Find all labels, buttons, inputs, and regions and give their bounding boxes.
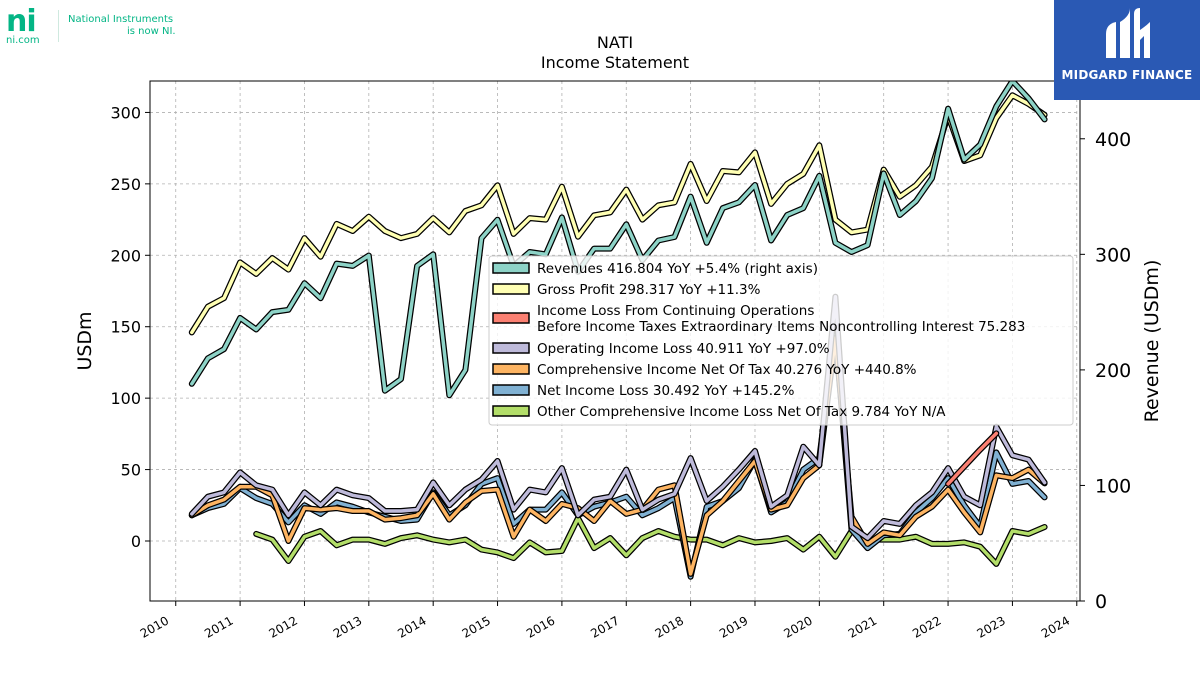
x-tick-label: 2018 xyxy=(653,613,686,640)
x-tick-label: 2021 xyxy=(846,613,879,640)
legend: Revenues 416.804 YoY +5.4% (right axis) G… xyxy=(488,255,1074,426)
y-tick-label: 300 xyxy=(110,103,141,122)
series-3 xyxy=(188,293,1048,542)
series-2 xyxy=(945,430,1000,487)
midgard-emblem-icon xyxy=(1106,8,1150,58)
series-line xyxy=(946,431,999,486)
chart-title: NATI xyxy=(596,33,634,52)
y2-tick-label: 100 xyxy=(1095,475,1131,497)
legend-label: Operating Income Loss 40.911 YoY +97.0% xyxy=(537,341,830,357)
y2-tick-label: 200 xyxy=(1095,360,1131,382)
y-axis-label: USDm xyxy=(74,311,96,370)
x-tick-label: 2015 xyxy=(460,613,493,640)
legend-swatch xyxy=(492,363,530,375)
series-1 xyxy=(188,92,1048,336)
x-tick-label: 2024 xyxy=(1039,613,1072,640)
ni-logo-note-line2: is now NI. xyxy=(127,26,176,37)
y-tick-label: 0 xyxy=(131,532,141,551)
legend-swatch xyxy=(492,262,530,274)
series-line xyxy=(190,294,1047,540)
x-tick-label: 2012 xyxy=(267,613,300,640)
legend-swatch xyxy=(492,384,530,396)
series-line xyxy=(190,93,1047,335)
x-tick-label: 2013 xyxy=(331,613,364,640)
x-tick-label: 2014 xyxy=(395,613,428,640)
series-0 xyxy=(188,81,1048,399)
y2-tick-label: 400 xyxy=(1095,129,1131,151)
y-tick-label: 250 xyxy=(110,175,141,194)
x-tick-label: 2020 xyxy=(781,613,814,640)
series-6 xyxy=(253,515,1048,567)
legend-label: Other Comprehensive Income Loss Net Of T… xyxy=(537,404,946,420)
legend-swatch xyxy=(492,405,530,417)
ni-logo-mark: ni xyxy=(6,4,37,39)
x-tick-label: 2017 xyxy=(588,613,621,640)
chart-subtitle: Income Statement xyxy=(540,53,690,72)
legend-label: Gross Profit 298.317 YoY +11.3% xyxy=(537,282,761,298)
x-tick-label: 2016 xyxy=(524,613,557,640)
x-tick-label: 2010 xyxy=(138,613,171,640)
y2-axis-label: Revenue (USDm) xyxy=(1141,260,1163,423)
legend-label: Income Loss From Continuing Operations xyxy=(537,303,814,319)
y2-tick-label: 300 xyxy=(1095,244,1131,266)
ni-logo-domain: ni.com xyxy=(6,35,40,46)
series-4 xyxy=(188,335,1048,577)
x-tick-label: 2022 xyxy=(910,613,943,640)
ni-logo: ni ni.com National Instruments is now NI… xyxy=(2,4,192,47)
series-lines xyxy=(188,81,1048,580)
series-line xyxy=(190,81,1047,398)
x-tick-label: 2011 xyxy=(202,613,235,640)
legend-label-line2: Before Income Taxes Extraordinary Items … xyxy=(537,319,1025,335)
y-tick-label: 200 xyxy=(110,246,141,265)
ni-logo-note-line1: National Instruments xyxy=(68,14,174,25)
y-tick-label: 50 xyxy=(121,461,141,480)
legend-swatch xyxy=(492,342,530,354)
y-tick-label: 100 xyxy=(110,389,141,408)
series-line xyxy=(190,336,1047,576)
x-tick-label: 2023 xyxy=(974,613,1007,640)
midgard-finance-wordmark: MIDGARD FINANCE xyxy=(1061,68,1193,82)
legend-label: Comprehensive Income Net Of Tax 40.276 Y… xyxy=(537,362,917,378)
ni-logo-divider xyxy=(58,10,59,42)
legend-swatch xyxy=(492,312,530,324)
legend-swatch xyxy=(492,283,530,295)
legend-label: Net Income Loss 30.492 YoY +145.2% xyxy=(537,383,795,399)
legend-label: Revenues 416.804 YoY +5.4% (right axis) xyxy=(537,261,818,277)
midgard-finance-logo: MIDGARD FINANCE xyxy=(1054,0,1200,100)
series-line xyxy=(254,516,1047,566)
y2-tick-label: 0 xyxy=(1095,591,1107,613)
x-tick-label: 2019 xyxy=(717,613,750,640)
plot-frame xyxy=(149,80,1081,602)
y-tick-label: 150 xyxy=(110,318,141,337)
legend-box xyxy=(488,255,1074,426)
